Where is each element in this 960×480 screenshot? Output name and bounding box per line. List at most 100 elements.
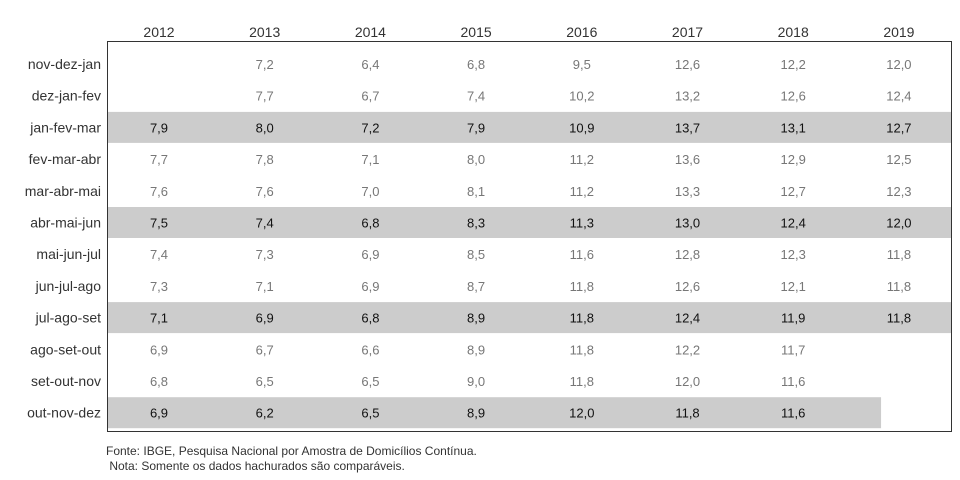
cell-value: 7,1 [150,311,168,326]
cell-value: 7,2 [361,120,379,135]
cell-value: 6,5 [361,406,379,421]
cell-value: 12,5 [886,152,911,167]
cell-value: 12,4 [675,311,700,326]
cell-value: 7,7 [256,89,274,104]
cell-value: 12,2 [675,342,700,357]
cell-value: 7,2 [256,57,274,72]
cell-value: 10,2 [569,89,594,104]
footnotes: Fonte: IBGE, Pesquisa Nacional por Amost… [106,444,477,474]
cell-value: 8,9 [467,311,485,326]
row-label-out-nov-dez: out-nov-dez [27,405,101,421]
highlight-bands [108,111,951,429]
row-label-jun-jul-ago: jun-jul-ago [35,278,102,294]
cell-value: 7,1 [361,152,379,167]
cell-value: 6,9 [361,247,379,262]
cell-value: 11,8 [675,406,699,421]
cell-value: 13,0 [675,216,700,231]
cell-value: 12,6 [675,57,700,72]
cell-value: 11,3 [570,216,594,231]
row-label-dez-jan-fev: dez-jan-fev [32,88,101,104]
highlight-band-jan-fev-mar [108,111,951,143]
cell-value: 12,0 [675,374,700,389]
cell-value: 12,3 [886,184,911,199]
column-header-2019: 2019 [883,24,914,40]
highlight-band-abr-mai-jun [108,207,951,238]
cell-value: 6,4 [361,57,379,72]
cell-value: 7,9 [150,120,168,135]
cell-value: 12,1 [781,279,806,294]
column-header-2014: 2014 [355,24,386,40]
row-label-mai-jun-jul: mai-jun-jul [36,246,101,262]
cell-value: 12,7 [886,120,911,135]
cell-value: 8,9 [467,342,485,357]
cell-value: 6,5 [361,374,379,389]
row-label-fev-mar-abr: fev-mar-abr [29,151,102,167]
highlight-band-out-nov-dez [108,397,882,429]
cell-value: 12,0 [886,216,911,231]
cell-value: 6,8 [467,57,485,72]
source-note: Fonte: IBGE, Pesquisa Nacional por Amost… [106,444,477,458]
cell-value: 6,2 [256,406,274,421]
cell-value: 7,0 [361,184,379,199]
cell-value: 7,6 [150,184,168,199]
cell-value: 8,0 [467,152,485,167]
row-labels: nov-dez-jan dez-jan-fev jan-fev-mar fev-mar… [25,56,102,421]
cell-value: 7,7 [150,152,168,167]
cell-value: 7,4 [467,89,485,104]
row-label-set-out-nov: set-out-nov [31,373,101,389]
column-header-2017: 2017 [672,24,703,40]
cell-value: 12,6 [781,89,806,104]
cell-value: 8,3 [467,216,485,231]
row-label-jul-ago-set: jul-ago-set [35,310,101,326]
cell-value: 12,6 [675,279,700,294]
cell-value: 6,7 [256,342,274,357]
cell-value: 6,7 [361,89,379,104]
cell-value: 11,6 [781,406,805,421]
cell-value: 6,9 [256,311,274,326]
cell-value: 6,8 [361,311,379,326]
cell-value: 11,8 [570,279,594,294]
cell-value: 6,9 [150,342,168,357]
cell-value: 11,9 [781,311,805,326]
cell-value: 12,9 [781,152,806,167]
cell-value: 12,3 [781,247,806,262]
column-header-2012: 2012 [143,24,174,40]
cell-value: 11,8 [570,374,594,389]
cell-value: 12,8 [675,247,700,262]
column-header-2013: 2013 [249,24,280,40]
row-label-abr-mai-jun: abr-mai-jun [30,215,101,231]
cell-value: 9,5 [573,57,591,72]
cell-value: 12,0 [886,57,911,72]
cell-value: 12,2 [781,57,806,72]
cell-value: 11,8 [887,279,911,294]
row-label-mar-abr-mai: mar-abr-mai [25,183,101,199]
cell-value: 6,9 [361,279,379,294]
cell-value: 7,3 [256,247,274,262]
cell-value: 11,8 [887,311,911,326]
cell-value: 7,5 [150,216,168,231]
cell-value: 7,9 [467,120,485,135]
cell-value: 6,8 [361,216,379,231]
cell-value: 11,8 [570,311,594,326]
cell-value: 13,2 [675,89,700,104]
cell-value: 12,7 [781,184,806,199]
table-cells: 7,2 6,4 6,8 9,5 12,6 12,2 12,0 7,7 6,7 7,4 10,2 13,… [150,57,912,421]
cell-value: 9,0 [467,374,485,389]
panel-border [107,41,952,432]
cell-value: 13,7 [675,120,700,135]
cell-value: 13,6 [675,152,700,167]
row-label-jan-fev-mar: jan-fev-mar [29,119,101,135]
cell-value: 6,5 [256,374,274,389]
cell-value: 12,0 [569,406,594,421]
cell-value: 8,5 [467,247,485,262]
cell-value: 11,7 [781,342,805,357]
cell-value: 8,0 [256,120,274,135]
row-label-nov-dez-jan: nov-dez-jan [28,56,101,72]
row-label-ago-set-out: ago-set-out [30,341,101,357]
cell-value: 8,7 [467,279,485,294]
cell-value: 12,4 [886,89,911,104]
cell-value: 13,1 [781,120,806,135]
cell-value: 7,3 [150,279,168,294]
cell-value: 8,1 [467,184,485,199]
